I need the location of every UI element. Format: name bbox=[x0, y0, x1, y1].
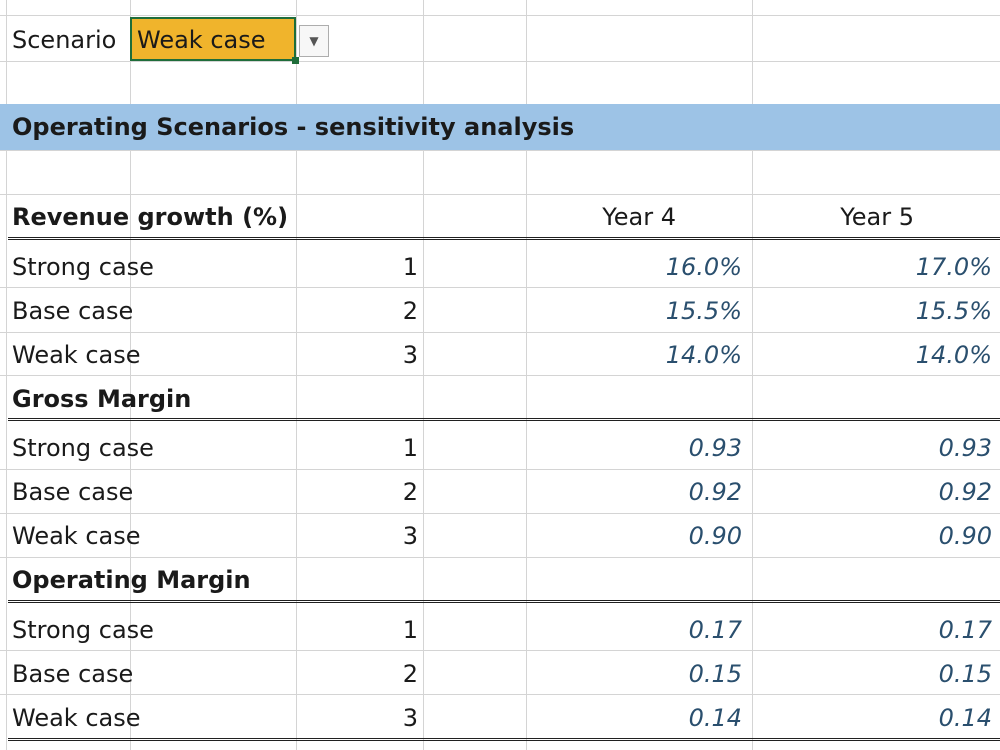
scenario-selected-value[interactable]: Weak case bbox=[137, 26, 266, 54]
scenario-label: Scenario bbox=[12, 26, 117, 54]
value-year5: 0.17 bbox=[938, 616, 992, 644]
gridline-horizontal bbox=[0, 194, 1000, 195]
row-label: Base case bbox=[12, 660, 134, 688]
value-year5: 14.0% bbox=[915, 341, 992, 369]
section-divider bbox=[8, 600, 1000, 603]
gridline-horizontal bbox=[0, 61, 1000, 62]
row-index: 1 bbox=[402, 616, 418, 644]
value-year5: 0.93 bbox=[938, 434, 992, 462]
section-banner bbox=[0, 104, 1000, 150]
row-label: Strong case bbox=[12, 616, 154, 644]
row-index: 3 bbox=[402, 522, 418, 550]
row-index: 2 bbox=[402, 660, 418, 688]
value-year4: 0.14 bbox=[688, 704, 742, 732]
scenario-dropdown-button[interactable]: ▼ bbox=[299, 25, 329, 57]
gridline-horizontal bbox=[0, 150, 1000, 151]
row-label: Weak case bbox=[12, 522, 141, 550]
gridline-horizontal bbox=[0, 694, 1000, 695]
value-year5: 0.92 bbox=[938, 478, 992, 506]
scenario-dropdown[interactable] bbox=[130, 17, 296, 61]
value-year4: 15.5% bbox=[665, 297, 742, 325]
value-year4: 0.90 bbox=[688, 522, 742, 550]
row-label: Strong case bbox=[12, 434, 154, 462]
gridline-horizontal bbox=[0, 650, 1000, 651]
section-title: Operating Margin bbox=[12, 566, 251, 594]
row-label: Base case bbox=[12, 297, 134, 325]
row-label: Weak case bbox=[12, 704, 141, 732]
row-label: Base case bbox=[12, 478, 134, 506]
gridline-horizontal bbox=[0, 375, 1000, 376]
section-divider bbox=[8, 237, 1000, 240]
cell-fill-handle[interactable] bbox=[292, 57, 299, 64]
row-index: 1 bbox=[402, 253, 418, 281]
row-index: 1 bbox=[402, 434, 418, 462]
row-index: 2 bbox=[402, 478, 418, 506]
row-index: 3 bbox=[402, 341, 418, 369]
value-year4: 16.0% bbox=[665, 253, 742, 281]
column-header-year5: Year 5 bbox=[840, 203, 914, 231]
row-label: Weak case bbox=[12, 341, 141, 369]
section-divider bbox=[8, 418, 1000, 421]
row-label: Strong case bbox=[12, 253, 154, 281]
gridline-horizontal bbox=[0, 332, 1000, 333]
chevron-down-icon: ▼ bbox=[309, 34, 319, 48]
value-year4: 0.92 bbox=[688, 478, 742, 506]
value-year5: 15.5% bbox=[915, 297, 992, 325]
row-index: 3 bbox=[402, 704, 418, 732]
banner-title: Operating Scenarios - sensitivity analys… bbox=[12, 113, 575, 141]
value-year4: 14.0% bbox=[665, 341, 742, 369]
value-year5: 0.14 bbox=[938, 704, 992, 732]
column-header-year4: Year 4 bbox=[602, 203, 676, 231]
value-year4: 0.93 bbox=[688, 434, 742, 462]
gridline-horizontal bbox=[0, 557, 1000, 558]
gridline-horizontal bbox=[0, 513, 1000, 514]
value-year4: 0.15 bbox=[688, 660, 742, 688]
gridline-horizontal bbox=[0, 15, 1000, 16]
gridline-horizontal bbox=[0, 469, 1000, 470]
value-year5: 0.90 bbox=[938, 522, 992, 550]
section-title: Revenue growth (%) bbox=[12, 203, 289, 231]
section-divider bbox=[8, 738, 1000, 741]
value-year5: 17.0% bbox=[915, 253, 992, 281]
value-year4: 0.17 bbox=[688, 616, 742, 644]
section-title: Gross Margin bbox=[12, 385, 192, 413]
row-index: 2 bbox=[402, 297, 418, 325]
gridline-horizontal bbox=[0, 287, 1000, 288]
value-year5: 0.15 bbox=[938, 660, 992, 688]
